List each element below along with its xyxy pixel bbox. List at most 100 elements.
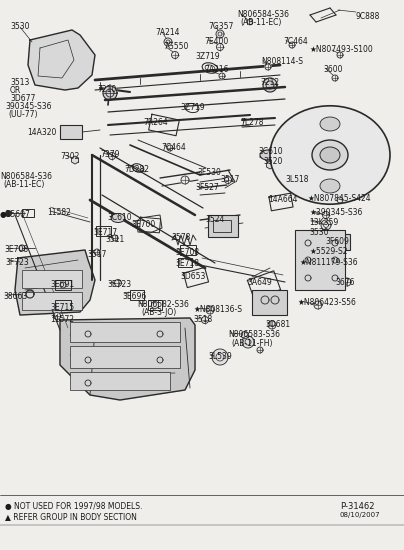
Text: 7302: 7302 [60, 152, 79, 161]
Polygon shape [212, 349, 228, 365]
Text: 3517: 3517 [220, 175, 240, 184]
Text: 3Z719: 3Z719 [195, 52, 220, 61]
Polygon shape [26, 290, 34, 298]
Polygon shape [332, 257, 338, 263]
Text: 3530: 3530 [10, 22, 29, 31]
Text: 3E723: 3E723 [107, 280, 131, 289]
Polygon shape [265, 64, 271, 70]
Polygon shape [305, 240, 311, 246]
Text: N808114-S: N808114-S [261, 57, 303, 66]
Bar [70, 322, 180, 342]
Text: 3L539: 3L539 [208, 352, 232, 361]
Bar [130, 290, 144, 300]
Text: 11572: 11572 [50, 315, 74, 324]
Text: ★N807845-S424: ★N807845-S424 [308, 194, 372, 203]
Bar [295, 230, 345, 290]
Bar [213, 220, 231, 232]
Text: 3D681: 3D681 [265, 320, 290, 329]
Polygon shape [332, 75, 338, 81]
Text: OR: OR [10, 86, 21, 95]
Text: 3600: 3600 [323, 65, 343, 74]
Polygon shape [322, 229, 328, 236]
Polygon shape [314, 301, 322, 309]
Polygon shape [257, 347, 263, 353]
Polygon shape [85, 357, 91, 363]
Polygon shape [337, 52, 343, 58]
Text: N806582-S36: N806582-S36 [137, 300, 189, 309]
Bar [330, 234, 350, 250]
Polygon shape [305, 257, 311, 263]
Polygon shape [263, 78, 277, 92]
Text: 3C610: 3C610 [107, 213, 132, 222]
Polygon shape [271, 296, 279, 304]
Polygon shape [114, 279, 122, 287]
Ellipse shape [111, 213, 125, 223]
Text: 3Z719: 3Z719 [180, 103, 204, 112]
Bar [22, 292, 82, 310]
Polygon shape [85, 331, 91, 337]
Text: (AB-3-JO): (AB-3-JO) [141, 308, 176, 317]
Text: 3C610: 3C610 [258, 147, 283, 156]
Text: (AB-11-FH): (AB-11-FH) [231, 339, 273, 348]
Bar [208, 215, 238, 237]
Text: 13K359: 13K359 [309, 218, 338, 227]
Polygon shape [60, 318, 195, 400]
Text: 3F609: 3F609 [325, 237, 349, 246]
Polygon shape [267, 161, 274, 169]
Text: ★N807493-S100: ★N807493-S100 [310, 45, 374, 54]
Text: 3E696: 3E696 [122, 292, 146, 301]
Polygon shape [152, 301, 158, 309]
Polygon shape [305, 275, 311, 281]
Text: 3F527: 3F527 [195, 183, 219, 192]
Text: 7379: 7379 [100, 150, 120, 159]
Text: 7C464: 7C464 [161, 143, 186, 152]
Text: N806584-S36: N806584-S36 [0, 172, 52, 181]
Text: ★5529-S2: ★5529-S2 [309, 247, 347, 256]
Polygon shape [94, 249, 100, 255]
Polygon shape [28, 30, 95, 90]
Text: 3F723: 3F723 [5, 258, 29, 267]
Bar [70, 372, 170, 390]
Text: P-31462: P-31462 [340, 502, 375, 511]
Polygon shape [109, 152, 116, 160]
Ellipse shape [312, 140, 348, 170]
Text: 3E715: 3E715 [50, 303, 74, 312]
Polygon shape [332, 275, 338, 281]
Polygon shape [112, 235, 118, 241]
Polygon shape [72, 156, 78, 164]
Ellipse shape [320, 117, 340, 131]
Text: 3524: 3524 [205, 215, 224, 224]
Polygon shape [247, 19, 252, 25]
Polygon shape [167, 145, 173, 151]
Bar [180, 245, 196, 255]
Text: 3E700: 3E700 [131, 220, 155, 229]
Text: 3517: 3517 [87, 250, 106, 259]
Polygon shape [172, 52, 179, 58]
Polygon shape [217, 43, 223, 51]
Polygon shape [85, 380, 91, 386]
Text: ★N808136-S: ★N808136-S [193, 305, 242, 314]
Bar [60, 125, 82, 139]
Polygon shape [322, 247, 328, 253]
Polygon shape [15, 250, 95, 315]
Polygon shape [318, 258, 326, 266]
Bar [70, 346, 180, 368]
Text: 7A216: 7A216 [204, 65, 229, 74]
Text: 08/10/2007: 08/10/2007 [340, 512, 381, 518]
Text: 14A320: 14A320 [27, 128, 57, 137]
Polygon shape [289, 42, 295, 48]
Text: ★N806423-S56: ★N806423-S56 [298, 298, 357, 307]
Bar [22, 270, 82, 288]
Polygon shape [332, 240, 338, 246]
Text: 3F530: 3F530 [197, 168, 221, 177]
Polygon shape [216, 30, 224, 38]
Text: 9C888: 9C888 [355, 12, 379, 21]
Text: N806583-S36: N806583-S36 [228, 330, 280, 339]
Text: ● NOT USED FOR 1997/98 MODELS.: ● NOT USED FOR 1997/98 MODELS. [5, 502, 142, 511]
Bar [148, 300, 162, 310]
Bar [178, 258, 192, 267]
Text: 3513: 3513 [10, 78, 29, 87]
Text: 3511: 3511 [105, 235, 124, 244]
Text: 7C464: 7C464 [283, 37, 308, 46]
Polygon shape [268, 321, 276, 329]
